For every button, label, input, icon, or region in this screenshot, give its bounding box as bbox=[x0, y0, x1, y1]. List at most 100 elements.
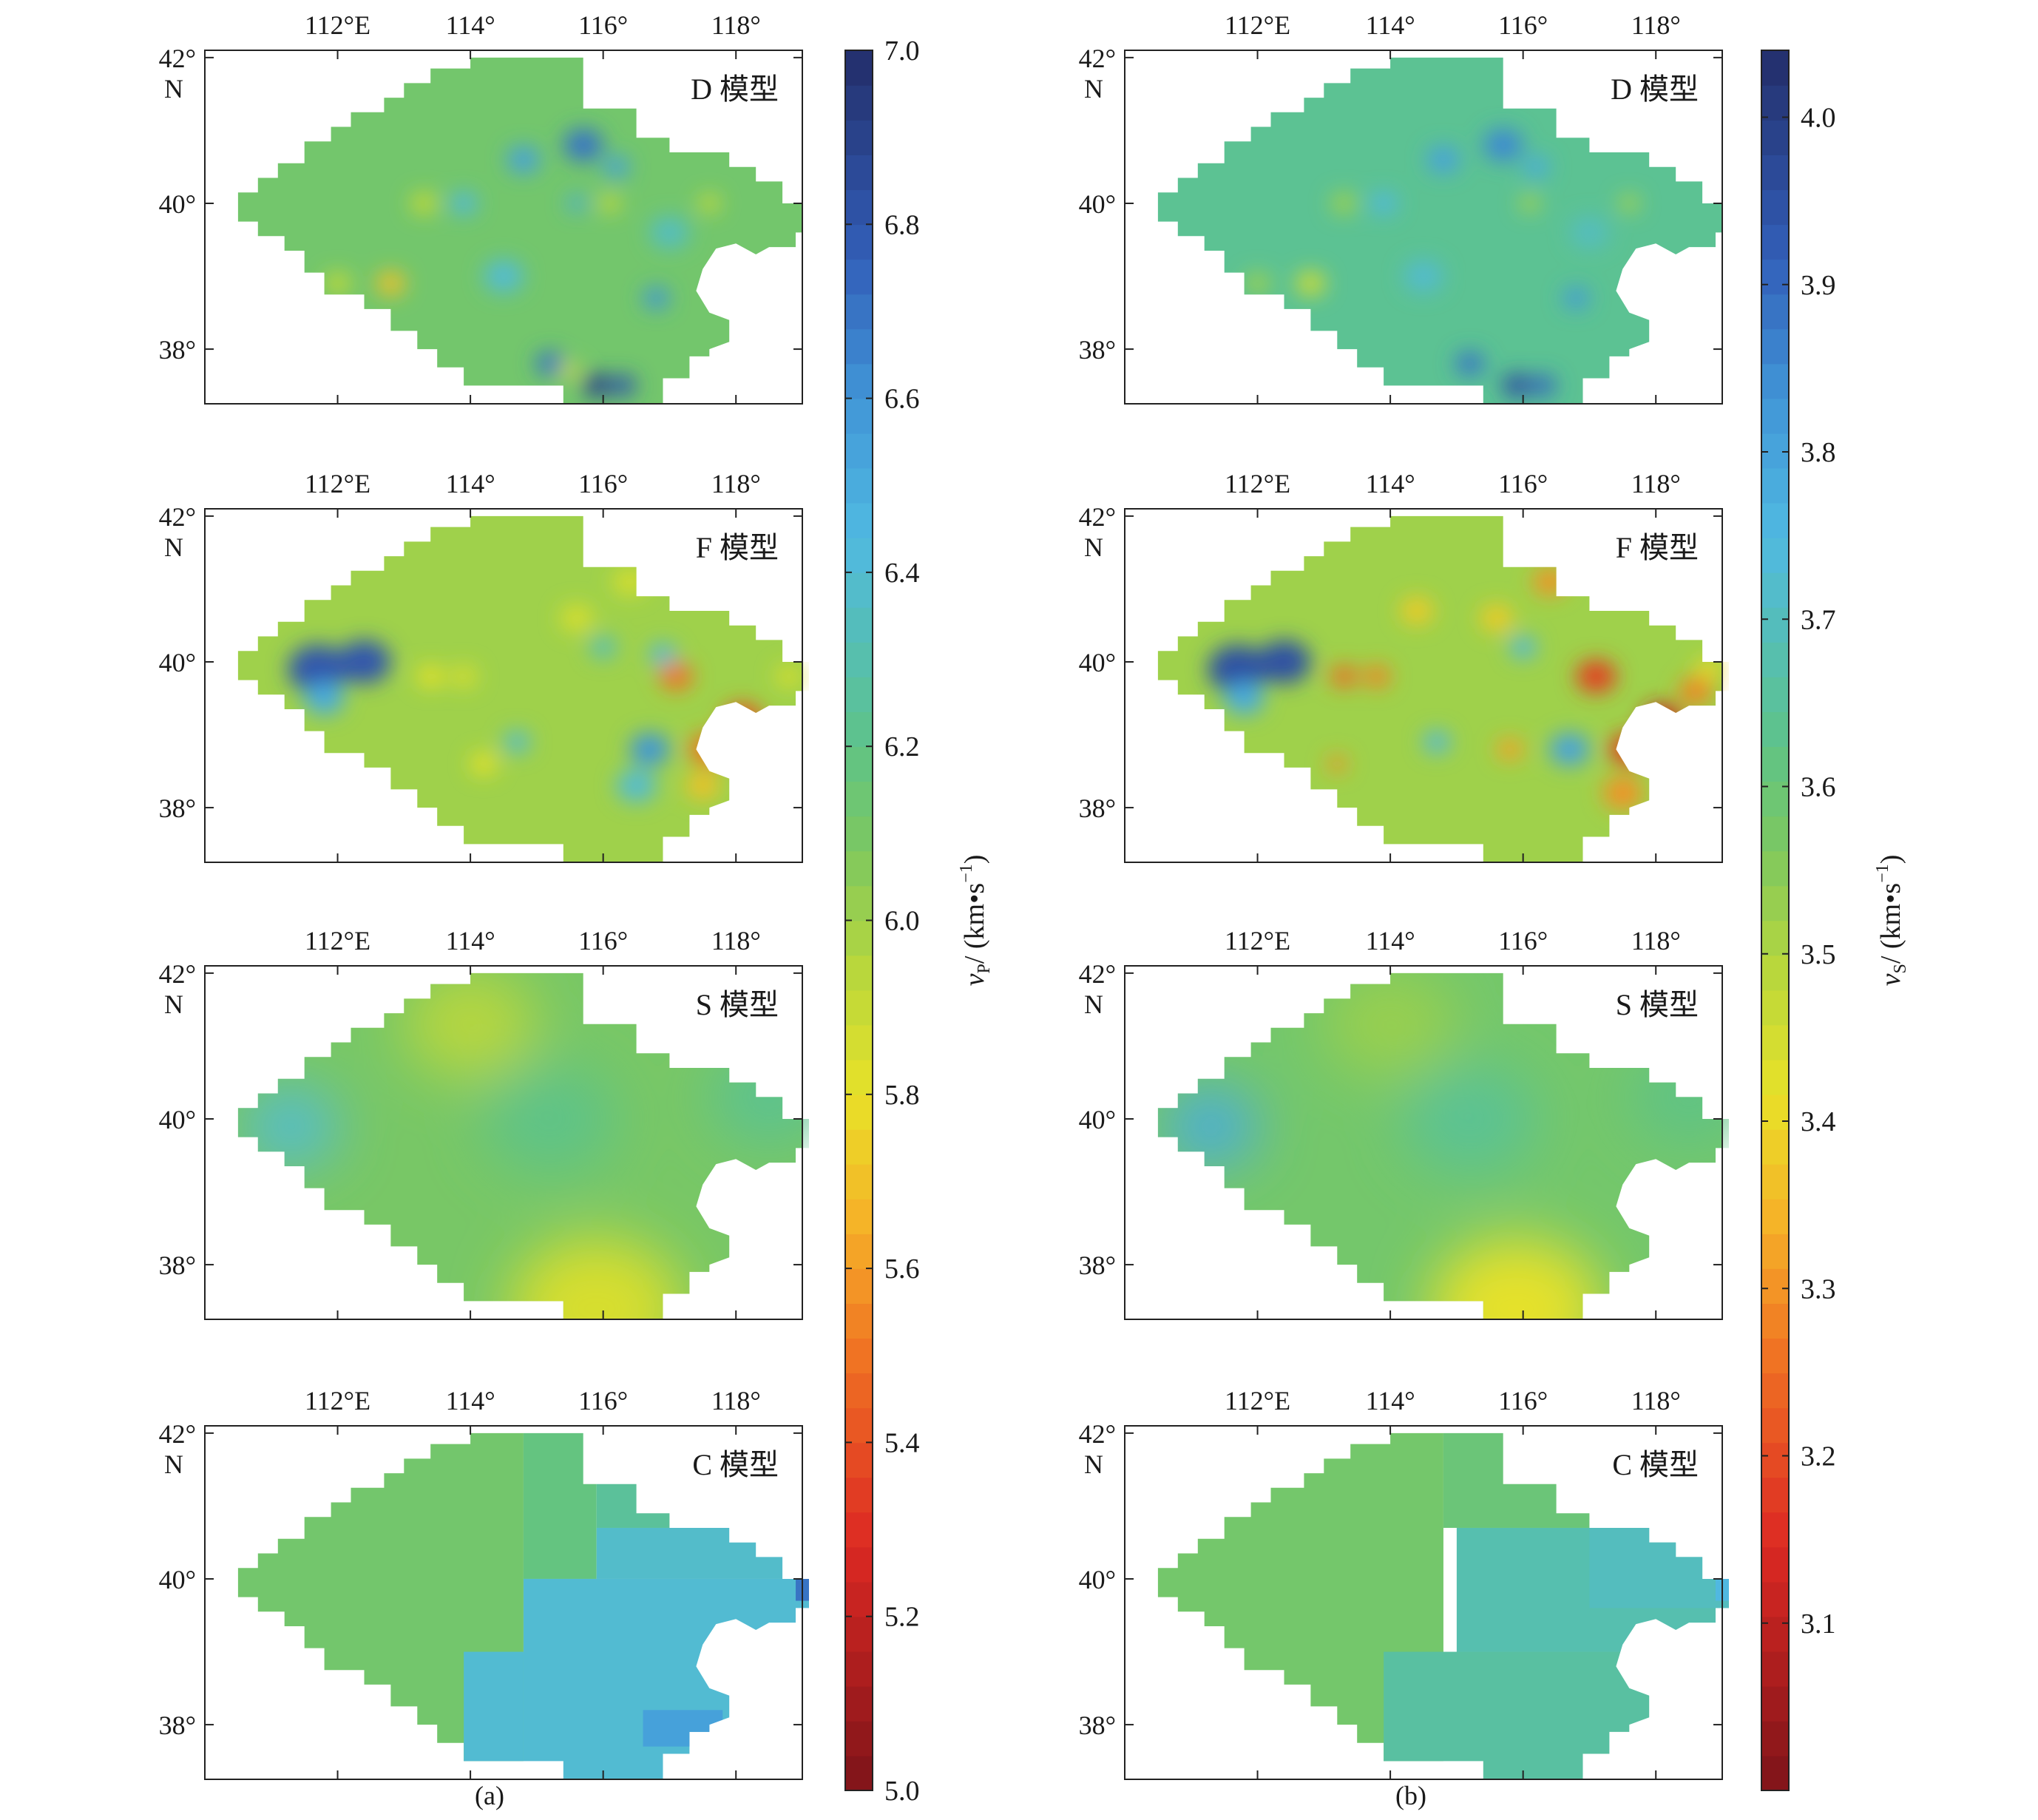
x-tick-label: 116° bbox=[578, 469, 628, 498]
velocity-block bbox=[523, 1578, 809, 1780]
velocity-anomaly bbox=[1509, 636, 1537, 659]
colorbar-segment bbox=[1761, 1651, 1789, 1687]
colorbar-tick-label: 6.6 bbox=[884, 384, 920, 415]
x-tick-label: 114° bbox=[446, 1386, 495, 1415]
colorbar-tick-label: 4.0 bbox=[1801, 103, 1836, 134]
colorbar-segment bbox=[845, 781, 873, 817]
velocity-anomaly bbox=[1642, 703, 1683, 737]
map-s-model: 112°E 114° 116° 118° 42° 40° 38° N S 模型 bbox=[159, 926, 809, 1320]
velocity-anomaly bbox=[470, 753, 498, 775]
y-tick-label: 40° bbox=[159, 1105, 196, 1134]
y-tick-label: 42° bbox=[1079, 502, 1116, 532]
velocity-anomaly bbox=[1296, 271, 1326, 296]
y-tick-label: 38° bbox=[1079, 1251, 1116, 1280]
colorbar-segment bbox=[1761, 1581, 1789, 1617]
map-c-model: 112°E 114° 116° 118° 42° 40° 38° N C 模型 bbox=[1079, 1386, 1729, 1780]
x-tick-label: 116° bbox=[578, 1386, 628, 1415]
velocity-anomaly bbox=[337, 640, 391, 684]
velocity-anomaly bbox=[1404, 260, 1443, 293]
colorbar-segment bbox=[1761, 1303, 1789, 1339]
colorbar-segment bbox=[845, 1477, 873, 1513]
x-tick-label: 116° bbox=[1498, 10, 1548, 40]
velocity-anomaly bbox=[1370, 192, 1398, 214]
velocity-anomaly bbox=[560, 604, 594, 632]
colorbar-segment bbox=[845, 1163, 873, 1200]
colorbar-label: vS/ (km•s−1) bbox=[1873, 855, 1910, 987]
y-unit-label: N bbox=[1084, 74, 1103, 104]
model-label: D 模型 bbox=[691, 72, 779, 106]
colorbar-segment bbox=[1761, 50, 1789, 86]
colorbar-segment bbox=[1761, 677, 1789, 712]
velocity-anomaly bbox=[659, 663, 693, 691]
colorbar-segment bbox=[845, 120, 873, 155]
colorbar-segment bbox=[845, 1685, 873, 1722]
colorbar-segment bbox=[1761, 224, 1789, 260]
colorbar-segment bbox=[1761, 1094, 1789, 1130]
colorbar-segment bbox=[845, 294, 873, 330]
velocity-anomaly bbox=[1324, 972, 1457, 1079]
x-tick-label: 114° bbox=[446, 469, 495, 498]
velocity-anomaly bbox=[410, 192, 438, 214]
map-f-model: 112°E 114° 116° 118° 42° 40° 38° N F 模型 bbox=[159, 469, 803, 863]
colorbar-segment bbox=[845, 677, 873, 712]
velocity-anomaly bbox=[1569, 216, 1610, 249]
colorbar-segment bbox=[1761, 1198, 1789, 1234]
velocity-anomaly bbox=[1619, 194, 1639, 212]
x-tick-label: 118° bbox=[711, 469, 761, 498]
colorbar-segment bbox=[1761, 1059, 1789, 1095]
colorbar-segment bbox=[1761, 259, 1789, 295]
colorbar-segment bbox=[1761, 1268, 1789, 1304]
velocity-anomaly bbox=[649, 643, 677, 666]
colorbar-segment bbox=[845, 1234, 873, 1269]
x-tick-label: 112°E bbox=[305, 1386, 370, 1415]
velocity-anomaly bbox=[609, 374, 637, 397]
x-tick-label: 118° bbox=[1631, 469, 1681, 498]
colorbar-segment bbox=[845, 1059, 873, 1095]
colorbar-segment bbox=[845, 537, 873, 573]
y-tick-label: 38° bbox=[1079, 794, 1116, 823]
colorbar-tick-label: 5.2 bbox=[884, 1602, 920, 1633]
colorbar-segment bbox=[1761, 990, 1789, 1026]
velocity-anomaly bbox=[1679, 677, 1713, 705]
velocity-anomaly bbox=[1426, 146, 1460, 174]
velocity-anomaly bbox=[484, 1064, 617, 1174]
map-frame bbox=[1124, 965, 1723, 1320]
colorbar-segment bbox=[845, 1546, 873, 1583]
colorbar-segment bbox=[845, 1720, 873, 1756]
y-tick-label: 38° bbox=[159, 335, 196, 365]
colorbar-tick-label: 3.1 bbox=[1801, 1608, 1836, 1640]
colorbar-tick-label: 3.7 bbox=[1801, 604, 1836, 635]
velocity-anomaly bbox=[613, 568, 647, 596]
velocity-block bbox=[1443, 1432, 1729, 1528]
map-d-model: 112°E 114° 116° 118° 42° 40° 38° N D 模型 bbox=[1079, 10, 1723, 405]
colorbar-segment bbox=[845, 746, 873, 782]
y-tick-label: 40° bbox=[1079, 1105, 1116, 1134]
velocity-anomaly bbox=[629, 733, 670, 766]
velocity-anomaly bbox=[1208, 644, 1268, 694]
colorbar-segment bbox=[1761, 642, 1789, 677]
colorbar-tick-label: 5.8 bbox=[884, 1080, 920, 1111]
colorbar-segment bbox=[845, 398, 873, 434]
velocity-anomaly bbox=[288, 644, 348, 694]
colorbar-segment bbox=[1761, 328, 1789, 365]
colorbar-segment bbox=[845, 1512, 873, 1548]
x-tick-label: 116° bbox=[578, 926, 628, 955]
x-tick-label: 118° bbox=[711, 1386, 761, 1415]
velocity-anomaly bbox=[1563, 287, 1590, 309]
colorbar-segment bbox=[845, 711, 873, 747]
colorbar-segment bbox=[845, 1303, 873, 1339]
y-unit-label: N bbox=[1084, 990, 1103, 1019]
velocity-anomaly bbox=[1327, 755, 1347, 773]
x-tick-label: 116° bbox=[1498, 1386, 1548, 1415]
colorbar-segment bbox=[845, 1094, 873, 1130]
map-f-model: 112°E 114° 116° 118° 42° 40° 38° N F 模型 bbox=[1079, 469, 1723, 863]
velocity-anomaly bbox=[560, 362, 580, 379]
colorbar-segment bbox=[1761, 955, 1789, 991]
y-unit-label: N bbox=[164, 990, 183, 1019]
y-tick-label: 40° bbox=[1079, 1565, 1116, 1594]
velocity-anomaly bbox=[404, 972, 537, 1079]
x-tick-label: 116° bbox=[578, 10, 628, 40]
colorbar-segment bbox=[1761, 711, 1789, 747]
velocity-anomaly bbox=[1455, 351, 1485, 376]
x-tick-label: 114° bbox=[1366, 926, 1415, 955]
